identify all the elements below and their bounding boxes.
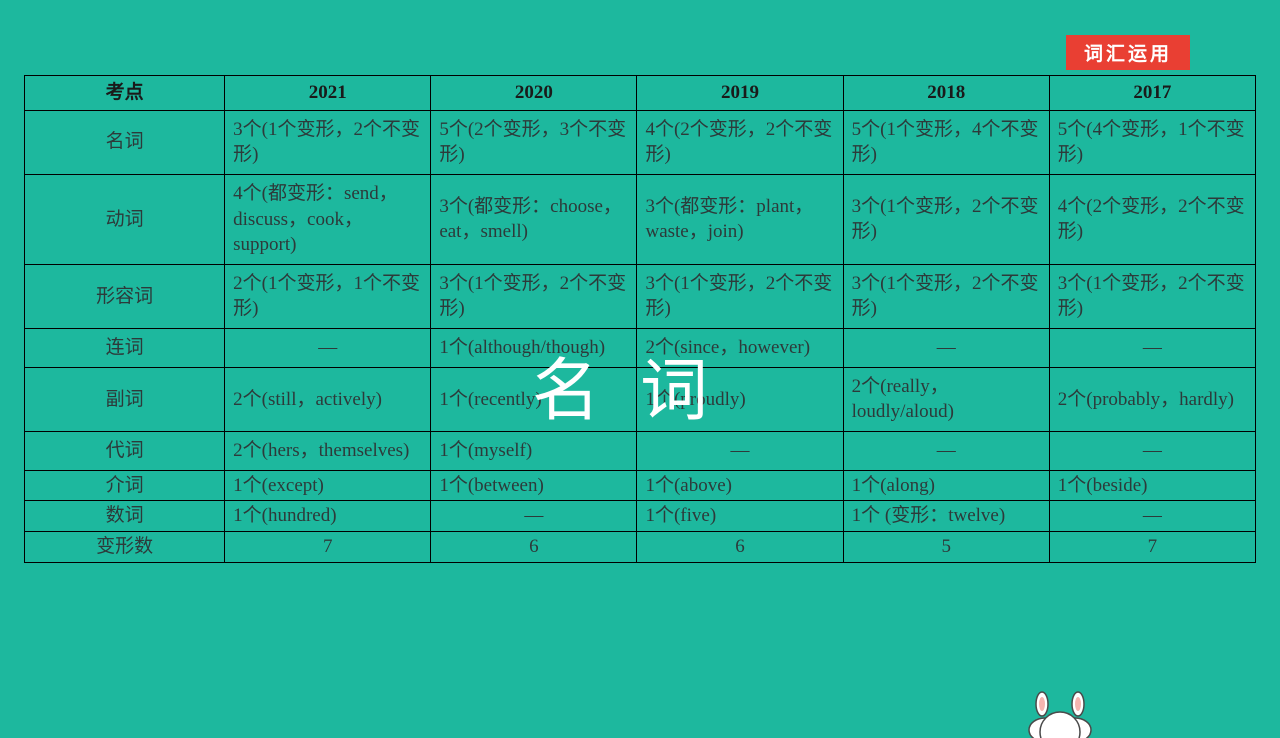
table-cell: 4个(2个变形，2个不变形): [1049, 174, 1255, 264]
table-cell: 1个(beside): [1049, 470, 1255, 501]
table-header-row: 考点 2021 2020 2019 2018 2017: [25, 76, 1256, 111]
table-cell: 1个(myself): [431, 432, 637, 471]
table-cell: 1个(recently): [431, 367, 637, 431]
row-label: 连词: [25, 329, 225, 368]
table-row: 介词1个(except)1个(between)1个(above)1个(along…: [25, 470, 1256, 501]
table-cell: 3个(1个变形，2个不变形): [1049, 264, 1255, 328]
table-cell: —: [225, 329, 431, 368]
table-row: 动词4个(都变形：send，discuss，cook，support)3个(都变…: [25, 174, 1256, 264]
col-header-year: 2021: [225, 76, 431, 111]
table-row: 副词2个(still，actively)1个(recently)1个(proud…: [25, 367, 1256, 431]
table-cell: 4个(都变形：send，discuss，cook，support): [225, 174, 431, 264]
col-header-year: 2017: [1049, 76, 1255, 111]
table-cell: 3个(都变形：choose，eat，smell): [431, 174, 637, 264]
table-row: 代词2个(hers，themselves)1个(myself)———: [25, 432, 1256, 471]
col-header-topic: 考点: [25, 76, 225, 111]
table-cell: 3个(1个变形，2个不变形): [843, 174, 1049, 264]
table-cell: 3个(1个变形，2个不变形): [431, 264, 637, 328]
row-label: 副词: [25, 367, 225, 431]
table-cell: —: [843, 329, 1049, 368]
row-label: 数词: [25, 501, 225, 532]
table-row: 形容词2个(1个变形，1个不变形)3个(1个变形，2个不变形)3个(1个变形，2…: [25, 264, 1256, 328]
table-cell: 1个(although/though): [431, 329, 637, 368]
table-cell: 5个(4个变形，1个不变形): [1049, 110, 1255, 174]
table-cell: 4个(2个变形，2个不变形): [637, 110, 843, 174]
row-label: 动词: [25, 174, 225, 264]
table-cell: 3个(1个变形，2个不变形): [637, 264, 843, 328]
row-label: 介词: [25, 470, 225, 501]
row-label: 形容词: [25, 264, 225, 328]
table-row: 变形数76657: [25, 531, 1256, 562]
table-cell: 1个(hundred): [225, 501, 431, 532]
table-cell: 2个(still，actively): [225, 367, 431, 431]
table-cell: 1个(along): [843, 470, 1049, 501]
table-cell: 2个(hers，themselves): [225, 432, 431, 471]
table-row: 数词1个(hundred)—1个(five)1个 (变形：twelve)—: [25, 501, 1256, 532]
table-row: 连词—1个(although/though)2个(since，however)—…: [25, 329, 1256, 368]
table-cell: —: [843, 432, 1049, 471]
row-label: 代词: [25, 432, 225, 471]
vocab-badge: 词汇运用: [1066, 35, 1190, 70]
col-header-year: 2019: [637, 76, 843, 111]
table-cell: 1个(proudly): [637, 367, 843, 431]
table-body: 名词3个(1个变形，2个不变形)5个(2个变形，3个不变形)4个(2个变形，2个…: [25, 110, 1256, 562]
table-cell: 1个(except): [225, 470, 431, 501]
table-cell: 6: [431, 531, 637, 562]
row-label: 名词: [25, 110, 225, 174]
table-cell: 3个(1个变形，2个不变形): [225, 110, 431, 174]
mascot-icon: [1025, 688, 1095, 738]
table-cell: 7: [1049, 531, 1255, 562]
table-cell: —: [431, 501, 637, 532]
table-cell: 3个(都变形：plant，waste，join): [637, 174, 843, 264]
table-cell: —: [1049, 329, 1255, 368]
exam-points-table: 考点 2021 2020 2019 2018 2017 名词3个(1个变形，2个…: [24, 75, 1256, 563]
table-cell: 5个(1个变形，4个不变形): [843, 110, 1049, 174]
table-cell: 6: [637, 531, 843, 562]
table-cell: 5个(2个变形，3个不变形): [431, 110, 637, 174]
table-cell: 2个(since，however): [637, 329, 843, 368]
table-cell: —: [1049, 432, 1255, 471]
col-header-year: 2018: [843, 76, 1049, 111]
table-cell: —: [637, 432, 843, 471]
table-cell: —: [1049, 501, 1255, 532]
row-label: 变形数: [25, 531, 225, 562]
table-cell: 7: [225, 531, 431, 562]
table-cell: 5: [843, 531, 1049, 562]
table-cell: 2个(probably，hardly): [1049, 367, 1255, 431]
table-cell: 2个(1个变形，1个不变形): [225, 264, 431, 328]
table-cell: 1个(between): [431, 470, 637, 501]
table-cell: 3个(1个变形，2个不变形): [843, 264, 1049, 328]
table-cell: 1个(above): [637, 470, 843, 501]
table-cell: 1个 (变形：twelve): [843, 501, 1049, 532]
table-cell: 2个(really，loudly/aloud): [843, 367, 1049, 431]
table-cell: 1个(five): [637, 501, 843, 532]
col-header-year: 2020: [431, 76, 637, 111]
table-row: 名词3个(1个变形，2个不变形)5个(2个变形，3个不变形)4个(2个变形，2个…: [25, 110, 1256, 174]
